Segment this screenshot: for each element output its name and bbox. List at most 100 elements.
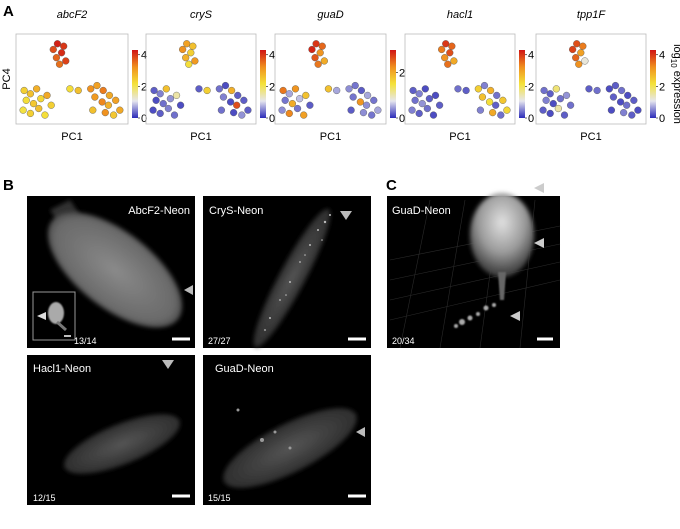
cell-point: [244, 106, 252, 114]
cell-point: [26, 109, 35, 118]
cell-point: [448, 42, 456, 50]
cell-point: [230, 109, 238, 117]
cell-point: [101, 109, 109, 117]
cell-point: [296, 95, 304, 103]
colorbar-label-part: log: [671, 44, 680, 59]
cell-point: [446, 49, 454, 57]
cell-point: [359, 109, 368, 117]
colorbar-label-part: 10: [669, 59, 678, 68]
cell-point: [281, 96, 289, 104]
image-count: 20/34: [392, 336, 415, 346]
cell-point: [233, 101, 241, 109]
cell-point: [279, 86, 287, 95]
cell-point: [462, 86, 470, 95]
cell-point: [620, 109, 628, 117]
cell-point: [624, 91, 632, 100]
cell-point: [159, 99, 167, 108]
cell-point: [429, 111, 438, 119]
cell-point: [609, 93, 618, 101]
colorbar-tick-label: 0: [659, 113, 665, 125]
y-axis-label: PC4: [1, 68, 13, 89]
cell-point: [408, 106, 416, 114]
cell-point: [487, 86, 495, 95]
cell-point: [149, 106, 157, 114]
colorbar-tick-label: 0: [399, 113, 405, 125]
cell-point: [575, 60, 583, 68]
cell-point: [368, 111, 376, 119]
cell-point: [476, 106, 485, 114]
cell-point: [431, 91, 440, 100]
cell-point: [542, 96, 550, 104]
x-axis-label: PC1: [580, 131, 601, 143]
cell-point: [581, 57, 589, 65]
cell-point: [221, 81, 230, 90]
cell-point: [316, 49, 324, 57]
cell-point: [89, 106, 97, 114]
cell-point: [52, 54, 61, 62]
cell-point: [349, 93, 357, 101]
cell-point: [493, 91, 501, 100]
cell-point: [444, 60, 452, 68]
cell-point: [291, 85, 300, 93]
cell-point: [19, 106, 27, 114]
image-count: 15/15: [208, 493, 231, 503]
cell-point: [53, 40, 62, 48]
cell-point: [285, 109, 293, 118]
cell-point: [215, 85, 223, 93]
cell-point: [450, 57, 458, 65]
cell-point: [634, 106, 642, 114]
cell-point: [312, 40, 320, 48]
colorbar-tick-label: 4: [528, 50, 534, 62]
cell-point: [300, 111, 308, 119]
cell-point: [152, 96, 160, 104]
cell-point: [156, 90, 164, 98]
micrograph: CryS-Neon 27/27: [203, 196, 371, 348]
colorbar: [132, 50, 138, 118]
cell-point: [285, 90, 293, 98]
cell-point: [49, 45, 57, 54]
gene-title: guaD: [317, 9, 343, 21]
cell-point: [185, 60, 193, 68]
cell-point: [478, 93, 487, 101]
cell-point: [191, 57, 199, 65]
cell-point: [170, 111, 179, 119]
image-label: GuaD-Neon: [215, 363, 274, 375]
cell-point: [43, 91, 51, 100]
cell-point: [617, 86, 626, 95]
cell-point: [55, 60, 64, 68]
cell-point: [179, 45, 187, 54]
micrograph-3d: GuaD-Neon 20/34: [387, 183, 561, 349]
cell-point: [454, 85, 462, 93]
cell-point: [240, 96, 248, 104]
cell-point: [189, 42, 197, 50]
cell-point: [66, 85, 74, 93]
cell-point: [182, 54, 190, 62]
cell-point: [57, 49, 66, 57]
cell-point: [442, 40, 450, 48]
cell-point: [217, 106, 226, 114]
cell-point: [503, 106, 511, 114]
colorbar: [519, 50, 525, 118]
cell-point: [425, 95, 434, 103]
cell-point: [418, 99, 426, 108]
cell-point: [203, 86, 211, 95]
cell-point: [293, 104, 302, 113]
cell-point: [356, 98, 364, 106]
colorbar-tick-label: 2: [399, 68, 405, 80]
cell-point: [539, 106, 547, 114]
gene-title: abcF2: [57, 9, 88, 21]
image-label: AbcF2-Neon: [128, 205, 190, 217]
cell-point: [98, 98, 106, 106]
cell-point: [630, 96, 638, 104]
plot-frame: [15, 33, 129, 125]
colorbar-tick-label: 2: [528, 81, 534, 93]
cell-point: [162, 85, 170, 93]
image-label: Hacl1-Neon: [33, 363, 91, 375]
colorbar-tick-label: 4: [141, 50, 147, 62]
cell-point: [183, 40, 191, 48]
cell-point: [415, 90, 423, 98]
cell-point: [318, 42, 326, 50]
cell-point: [605, 85, 613, 93]
